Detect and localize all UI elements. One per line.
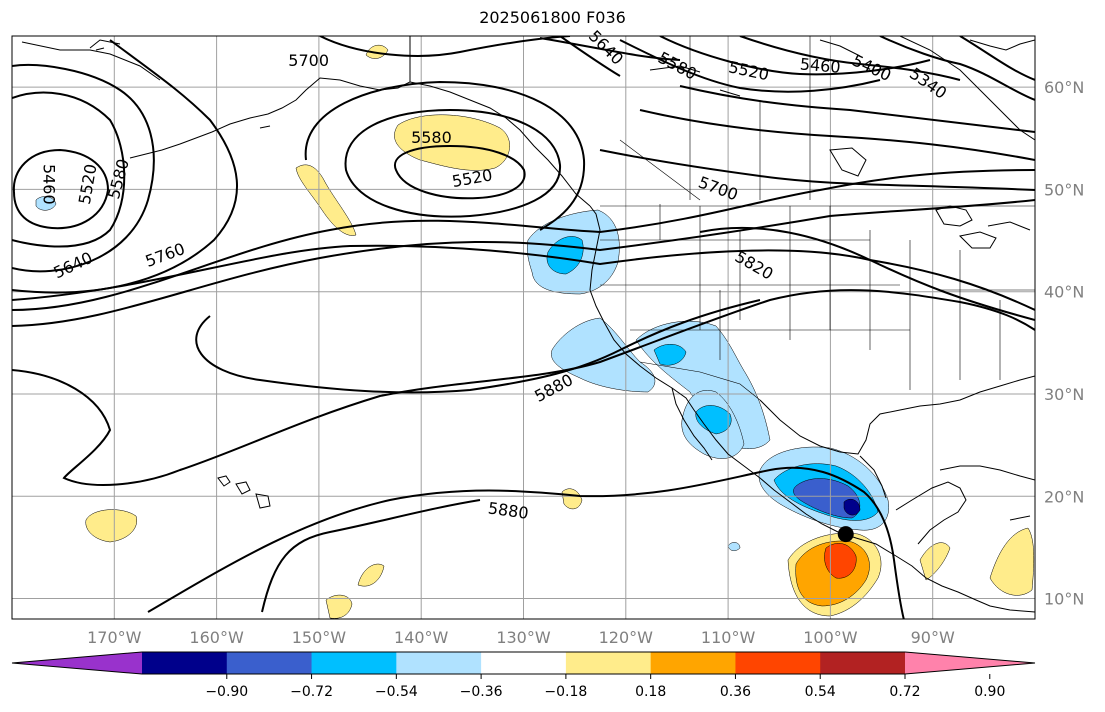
colorbar-segment: [735, 652, 821, 674]
longitude-label: 150°W: [292, 628, 347, 647]
negative-anomaly-california: [551, 317, 656, 393]
positive-anomaly-ne-pacific: [295, 164, 357, 236]
negative-anomaly-dateline: [35, 196, 57, 211]
shaded-anomaly-fields: [35, 44, 1035, 619]
contour-label: 5520: [450, 165, 493, 191]
latitude-label: 40°N: [1044, 283, 1084, 302]
longitude-label: 110°W: [701, 628, 756, 647]
colorbar-segment: [311, 652, 397, 674]
coastlines: [21, 36, 1035, 613]
contour-label: 5580: [104, 157, 133, 201]
longitude-labels: 170°W 160°W 150°W 140°W 130°W 120°W 110°W 100°W…: [87, 628, 955, 647]
colorbar-extend-low: [12, 652, 142, 674]
colorbar-extend-high: [905, 652, 1035, 674]
positive-anomaly-alaska-peninsula: [365, 44, 389, 59]
contour-label: 5820: [732, 247, 777, 284]
colorbar-tick-label: 0.18: [635, 684, 666, 700]
colorbar-tick-label: −0.90: [205, 684, 248, 700]
contour-label: 5700: [696, 173, 741, 205]
contour-label: 5760: [143, 239, 188, 271]
colorbar-segment: [820, 652, 906, 674]
map-title: 2025061800 F036: [479, 8, 626, 27]
latitude-labels: 60°N 50°N 40°N 30°N 20°N 10°N: [1044, 78, 1084, 608]
contour-label: 5400: [849, 51, 894, 85]
colorbar-tick-label: 0.90: [974, 684, 1005, 700]
longitude-label: 130°W: [496, 628, 551, 647]
positive-anomaly-caribbean: [989, 527, 1035, 596]
colorbar-tick-label: −0.54: [375, 684, 418, 700]
colorbar-outline: [11, 651, 1036, 675]
contour-label: 5640: [50, 248, 95, 282]
latitude-label: 20°N: [1044, 487, 1084, 506]
longitude-label: 120°W: [599, 628, 654, 647]
colorbar-tick-label: −0.36: [460, 684, 503, 700]
map-frame: [11, 35, 1036, 620]
height-contours: [12, 36, 1035, 619]
contour-label: 5520: [727, 57, 771, 84]
latitude-label: 50°N: [1044, 180, 1084, 199]
colorbar-segment: [142, 652, 228, 674]
contour-label: 5700: [288, 51, 329, 70]
latitude-label: 10°N: [1044, 590, 1084, 609]
contour-label: 5460: [799, 54, 841, 76]
longitude-label: 90°W: [911, 628, 955, 647]
colorbar-tick-label: −0.18: [544, 684, 587, 700]
colorbar-tick-label: −0.72: [290, 684, 333, 700]
positive-anomaly-south-pacific-1: [357, 563, 385, 587]
longitude-label: 100°W: [803, 628, 858, 647]
center-dot: [837, 526, 854, 543]
contour-label: 5340: [906, 64, 950, 103]
longitude-label: 160°W: [189, 628, 244, 647]
positive-anomaly-gulf-of-alaska: [394, 114, 510, 171]
longitude-label: 140°W: [394, 628, 449, 647]
positive-anomaly-central-america: [919, 542, 951, 581]
latitude-label: 60°N: [1044, 78, 1084, 97]
colorbar-tick-label: 0.72: [889, 684, 920, 700]
positive-anomaly-central-pacific: [85, 509, 138, 543]
contour-label: 5460: [39, 164, 58, 205]
colorbar-segment: [226, 652, 313, 674]
colorbar-tick-label: 0.54: [805, 684, 836, 700]
longitude-label: 170°W: [87, 628, 142, 647]
latitude-label: 30°N: [1044, 385, 1084, 404]
contour-label: 5580: [411, 128, 452, 147]
positive-anomaly-east-pacific: [561, 488, 583, 510]
graticule: [12, 36, 1035, 619]
colorbar-tick-label: 0.36: [720, 684, 751, 700]
colorbar: −0.90 −0.72 −0.54 −0.36 −0.18 0.18 0.36 0.54 0.7…: [11, 651, 1036, 700]
colorbar-segment: [650, 652, 736, 674]
contour-label: 5520: [75, 162, 101, 205]
positive-anomaly-south-pacific-2: [325, 594, 353, 619]
country-state-borders: [409, 36, 1035, 401]
colorbar-segment: [565, 652, 652, 674]
colorbar-segment: [481, 652, 567, 674]
colorbar-segment: [396, 652, 482, 674]
contour-label: 5580: [655, 48, 700, 84]
